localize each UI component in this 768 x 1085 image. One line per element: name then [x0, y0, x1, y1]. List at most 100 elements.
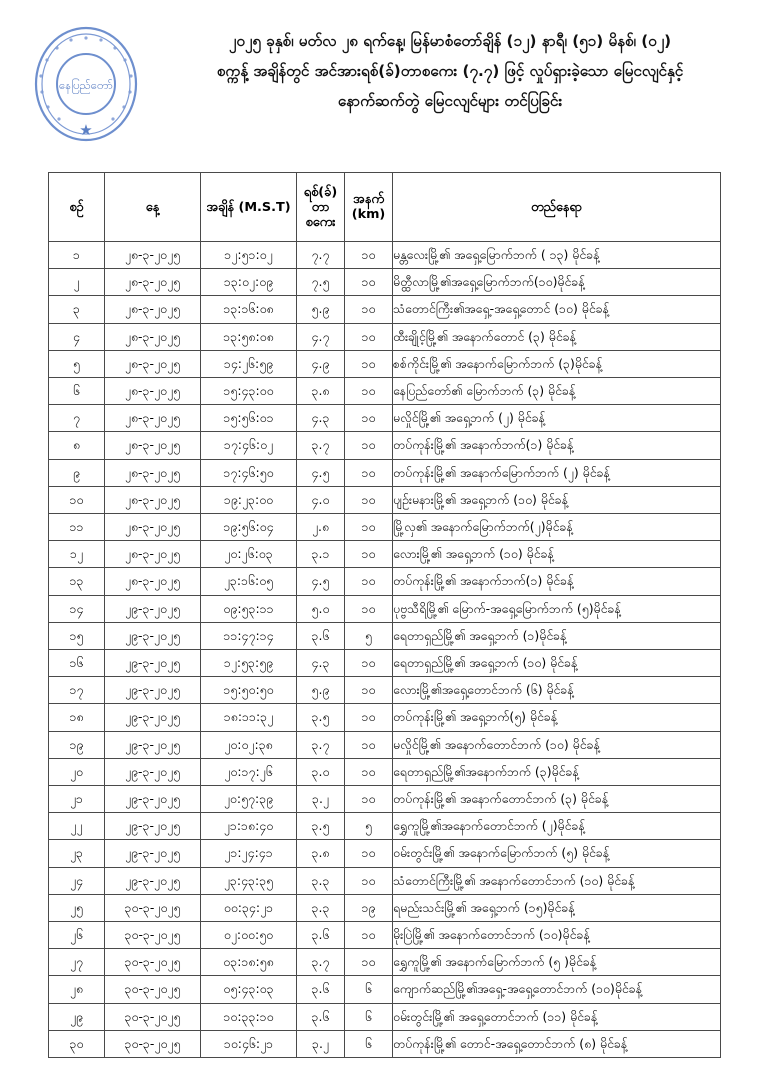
cell-time: ၁၇:၄၆:၅၀	[200, 458, 297, 487]
cell-mag: ၄.၇	[296, 322, 345, 351]
depth-header-line-1: အနက်	[353, 192, 384, 207]
cell-depth: ၁၀	[344, 540, 393, 569]
cell-depth: ၁၀	[344, 948, 393, 977]
cell-no: ၁၃	[48, 567, 105, 596]
cell-location: မိတ္ထီလာမြို့၏အရှေ့မြောက်ဘက်(၁၀)မိုင်ခန့…	[392, 268, 721, 297]
cell-no: ၉	[48, 458, 105, 487]
table-row: ၃၂၈-၃-၂၀၂၅ ၁၃:၁၆:၀၈ ၅.၉ ၁၀ သံတောင်ကြီး၏အရှေ့…	[48, 295, 721, 324]
magnitude-header-line-2: တာ	[311, 199, 330, 215]
cell-depth: ၁၀	[344, 240, 393, 270]
table-row: ၂၀ ၂၉-၃-၂၀၂၅ ၂၀:၁၇:၂၆ ၃.၀ ၁၀ ရေတာရှည်မြို့၏အန…	[48, 757, 721, 787]
cell-location: လေားမြို့၏ အရှေ့ဘက် (၁၀) မိုင်ခန့်	[392, 540, 721, 569]
cell-location: သံတောင်ကြီးမြို့၏ အနောက်တောင်ဘက် (၁၀) မိ…	[392, 866, 721, 895]
cell-no: ၂၈	[48, 975, 105, 1004]
cell-date: ၃၀-၃-၂၀၂၅	[104, 1029, 201, 1059]
cell-date: ၃၀-၃-၂၀၂၅	[104, 1002, 201, 1031]
cell-date: ၂၉-၃-၂၀၂၅	[104, 866, 201, 895]
cell-date: ၂၈-၃-၂၀၂၅	[104, 295, 201, 324]
table-row: ၁၅ ၂၉-၃-၂၀၂၅ ၁၁:၄၇:၁၄ ၃.၆၅ရေတာရှည်မြို့၏ အရ…	[48, 621, 721, 651]
cell-location: ရေတာရှည်မြို့၏အနောက်ဘက် (၃)မိုင်ခန့်	[392, 757, 721, 787]
cell-depth: ၆	[344, 1002, 393, 1031]
cell-date: ၃၀-၃-၂၀၂၅	[104, 975, 201, 1004]
cell-depth: ၁၀	[344, 485, 393, 515]
column-header-no: စဉ်	[48, 172, 105, 242]
cell-mag: ၅.၀	[296, 594, 345, 623]
cell-date: ၂၉-၃-၂၀၂၅	[104, 757, 201, 787]
cell-depth: ၆	[344, 1029, 393, 1059]
cell-location: နေပြည်တော်၏ မြောက်ဘက် (၃) မိုင်ခန့်	[392, 377, 721, 406]
table-row: ၂၉ ၃၀-၃-၂၀၂၅ ၁၀:၃၃:၁၀ ၃.၆၆ဝမ်းတွင်းမြို့၏ အ…	[48, 1002, 721, 1031]
cell-depth: ၁၀	[344, 513, 393, 542]
cell-depth: ၁၀	[344, 458, 393, 487]
cell-mag: ၃.၃	[296, 866, 345, 895]
cell-date: ၂၉-၃-၂၀၂၅	[104, 621, 201, 651]
cell-date: ၂၈-၃-၂၀၂၅	[104, 404, 201, 433]
cell-depth: ၁၀	[344, 921, 393, 950]
cell-mag: ၃.၇	[296, 730, 345, 759]
cell-depth: ၁၀	[344, 349, 393, 379]
magnitude-header-line-3: စကေး	[305, 214, 336, 230]
table-row: ၂၇ ၃၀-၃-၂၀၂၅ ၀၃:၁၈:၅၈ ၃.၇ ၁၀ ရွှေကူမြို့၏ အနေ…	[48, 948, 721, 977]
cell-no: ၃	[48, 295, 105, 324]
cell-time: ၂၃:၁၆:၀၅	[200, 567, 297, 596]
cell-time: ၁၀:၄၆:၂၁	[200, 1029, 297, 1059]
cell-no: ၂၀	[48, 757, 105, 787]
cell-time: ၁၉:၅၆:၀၄	[200, 513, 297, 542]
earthquake-table: စဉ် နေ့ အချိန် (M.S.T) ရစ်(ခ်) တာ စကေး အ…	[48, 172, 721, 1059]
cell-time: ၁၅:၅၆:၀၁	[200, 404, 297, 433]
cell-time: ၁၃:၁၆:၀၈	[200, 295, 297, 324]
cell-date: ၂၉-၃-၂၀၂၅	[104, 839, 201, 868]
cell-mag: ၄.၉	[296, 349, 345, 379]
table-row: ၄၂၈-၃-၂၀၂၅ ၁၃:၅၈:၀၈ ၄.၇ ၁၀ ထီးချိုင့်မြို့၏ …	[48, 322, 721, 351]
cell-no: ၁၄	[48, 594, 105, 623]
cell-date: ၂၈-၃-၂၀၂၅	[104, 431, 201, 460]
cell-mag: ၃.၈	[296, 377, 345, 406]
cell-location: မလှိုင်မြို့၏ အနောက်တောင်ဘက် (၁၀) မိုင်ခ…	[392, 730, 721, 759]
cell-date: ၂၈-၃-၂၀၂၅	[104, 268, 201, 297]
cell-time: ၁၃:၀၂:၀၉	[200, 268, 297, 297]
cell-mag: ၃.၂	[296, 785, 345, 814]
cell-location: မန္တလေးမြို့၏ အရှေ့မြောက်ဘက် ( ၁၃) မိုင်…	[392, 240, 721, 270]
cell-date: ၂၉-၃-၂၀၂၅	[104, 594, 201, 623]
cell-location: ပုဗ္ဗသီရိမြို့၏ မြောက်-အရှေ့မြောက်ဘက် (၅…	[392, 594, 721, 623]
table-row: ၂၃ ၂၉-၃-၂၀၂၅ ၂၁:၂၄:၄၁ ၃.၈ ၁၀ ဝမ်းတွင်းမြို့၏ …	[48, 839, 721, 868]
table-row: ၇၂၈-၃-၂၀၂၅ ၁၅:၅၆:၀၁ ၄.၃ ၁၀ မလှိုင်မြို့၏ အရှ…	[48, 404, 721, 433]
cell-location: တပ်ကုန်းမြို့၏ အနောက်တောင်ဘက် (၃) မိုင်ခ…	[392, 785, 721, 814]
cell-depth: ၆	[344, 975, 393, 1004]
cell-time: ၁၂:၅၁:၀၂	[200, 240, 297, 270]
cell-date: ၂၈-၃-၂၀၂၅	[104, 567, 201, 596]
cell-no: ၁၇	[48, 676, 105, 705]
table-header-row: စဉ် နေ့ အချိန် (M.S.T) ရစ်(ခ်) တာ စကေး အ…	[48, 172, 721, 242]
cell-date: ၂၉-၃-၂၀၂၅	[104, 812, 201, 841]
cell-location: ဝမ်းတွင်းမြို့၏ အနောက်မြောက်ဘက် (၅) မိုင…	[392, 839, 721, 868]
cell-time: ၂၃:၄၃:၃၅	[200, 866, 297, 895]
cell-depth: ၁၀	[344, 295, 393, 324]
cell-mag: ၂.၈	[296, 513, 345, 542]
cell-mag: ၃.၃	[296, 893, 345, 923]
cell-date: ၃၀-၃-၂၀၂၅	[104, 921, 201, 950]
cell-mag: ၇.၇	[296, 240, 345, 270]
cell-date: ၂၉-၃-၂၀၂၅	[104, 676, 201, 705]
cell-location: မြို့လှ၏ အနောက်မြောက်ဘက်(၂)မိုင်ခန့်	[392, 513, 721, 542]
cell-date: ၂၈-၃-၂၀၂၅	[104, 322, 201, 351]
cell-mag: ၇.၅	[296, 268, 345, 297]
cell-location: ထီးချိုင့်မြို့၏ အနောက်တောင် (၃) မိုင်ခန…	[392, 322, 721, 351]
cell-date: ၂၉-၃-၂၀၂၅	[104, 785, 201, 814]
column-header-location: တည်နေရာ	[392, 172, 721, 242]
table-row: ၁၉ ၂၉-၃-၂၀၂၅ ၂၀:၀၂:၃၈ ၃.၇ ၁၀ မလှိုင်မြို့၏ အန…	[48, 730, 721, 759]
cell-depth: ၁၀	[344, 866, 393, 895]
cell-date: ၂၈-၃-၂၀၂၅	[104, 349, 201, 379]
table-row: ၂၅ ၃၀-၃-၂၀၂၅ ၀၀:၃၄:၂၁ ၃.၃ ၁၉ ရမည်းသင်းမြို့၏ …	[48, 893, 721, 923]
cell-no: ၂၇	[48, 948, 105, 977]
cell-no: ၁၁	[48, 513, 105, 542]
seal-center-text: နေပြည်တော်	[59, 78, 113, 94]
cell-time: ၁၇:၄၆:၀၂	[200, 431, 297, 460]
document-header: နေပြည်တော် ★ ၂၀၂၅ ခုနှစ်၊ မတ်လ ၂၈ ရက်နေ့…	[0, 0, 768, 152]
cell-location: မိုးပြဲမြို့၏ အနောက်တောင်ဘက် (၁၀)မိုင်ခန…	[392, 921, 721, 950]
cell-no: ၂၂	[48, 812, 105, 841]
cell-location: မလှိုင်မြို့၏ အရှေ့ဘက် (၂) မိုင်ခန့်	[392, 404, 721, 433]
cell-mag: ၃.၁	[296, 540, 345, 569]
cell-mag: ၅.၉	[296, 676, 345, 705]
cell-time: ၁၃:၅၈:၀၈	[200, 322, 297, 351]
cell-time: ၀၃:၁၈:၅၈	[200, 948, 297, 977]
